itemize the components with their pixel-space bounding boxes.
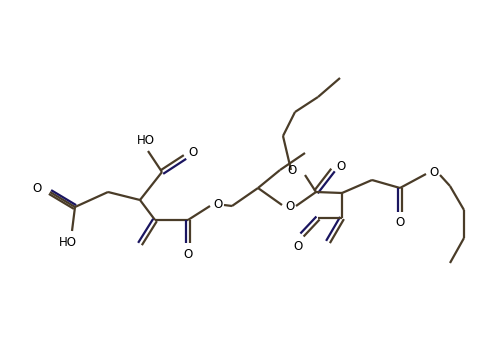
Text: O: O [214, 198, 222, 211]
Text: O: O [294, 239, 302, 252]
Text: O: O [285, 199, 295, 212]
Text: O: O [33, 181, 42, 194]
Text: HO: HO [59, 236, 77, 249]
Text: O: O [189, 146, 197, 159]
Text: O: O [395, 217, 405, 230]
Text: O: O [183, 247, 192, 260]
Text: O: O [288, 165, 297, 178]
Text: O: O [336, 159, 346, 172]
Text: O: O [429, 166, 438, 179]
Text: HO: HO [137, 134, 155, 147]
